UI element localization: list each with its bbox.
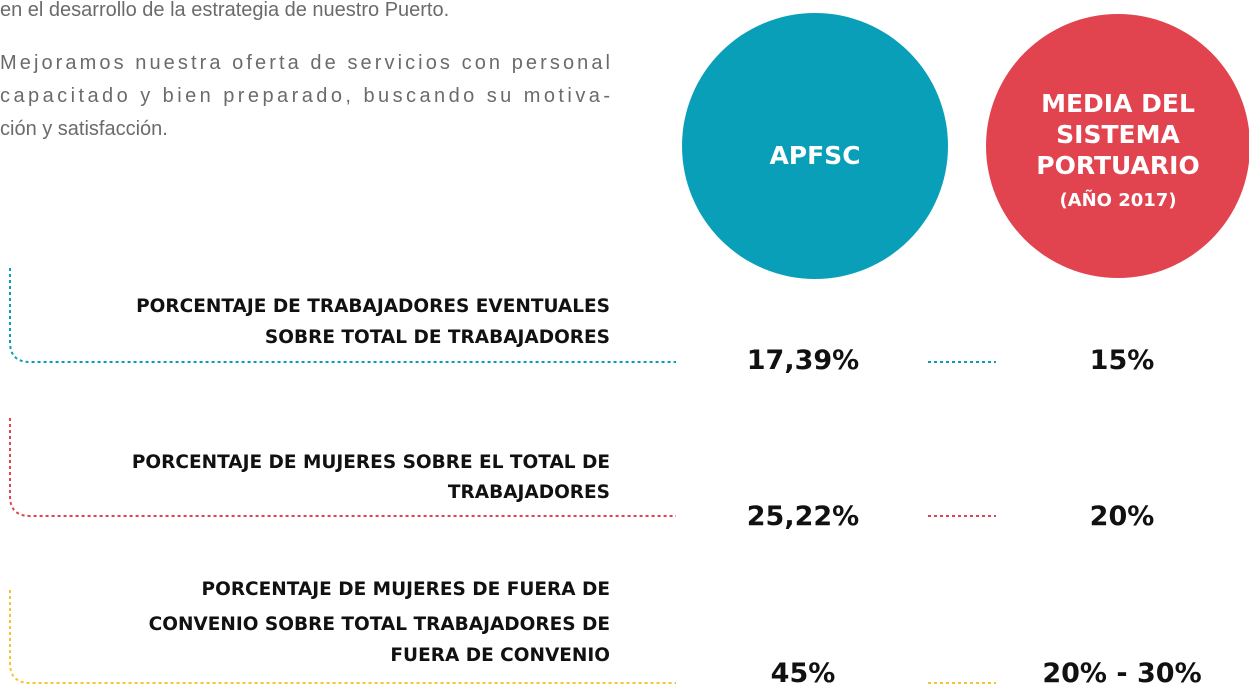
- apfsc-circle: [682, 13, 948, 279]
- media-value: 20%: [1090, 501, 1155, 532]
- row-connector: [9, 268, 676, 363]
- row-label: TRABAJADORES: [448, 482, 610, 503]
- apfsc-value: 45%: [771, 658, 836, 687]
- media-label: SISTEMA: [1056, 120, 1180, 149]
- row-connector: [9, 590, 676, 684]
- apfsc-label: APFSC: [769, 141, 860, 170]
- row-label: SOBRE TOTAL DE TRABAJADORES: [265, 327, 610, 348]
- apfsc-value: 25,22%: [747, 501, 859, 532]
- media-circle: [986, 14, 1249, 278]
- row-label: CONVENIO SOBRE TOTAL TRABAJADORES DE: [149, 614, 610, 635]
- media-value: 20% - 30%: [1042, 658, 1201, 687]
- media-value: 15%: [1090, 345, 1155, 376]
- intro-line: capacitado y bien preparado, buscando su…: [0, 85, 610, 107]
- intro-line: ción y satisfacción.: [0, 118, 168, 140]
- media-label: PORTUARIO: [1036, 151, 1199, 180]
- apfsc-value: 17,39%: [747, 345, 859, 376]
- media-label: MEDIA DEL: [1041, 89, 1195, 118]
- intro-cut-line: en el desarrollo de la estrategia de nue…: [0, 0, 449, 21]
- row-connector: [9, 418, 676, 517]
- row-label: PORCENTAJE DE TRABAJADORES EVENTUALES: [136, 296, 610, 317]
- row-label: FUERA DE CONVENIO: [390, 645, 610, 666]
- intro-line: Mejoramos nuestra oferta de servicios co…: [0, 52, 610, 74]
- media-note: (AÑO 2017): [1059, 188, 1176, 211]
- row-label: PORCENTAJE DE MUJERES SOBRE EL TOTAL DE: [132, 452, 610, 473]
- row-label: PORCENTAJE DE MUJERES DE FUERA DE: [202, 579, 610, 600]
